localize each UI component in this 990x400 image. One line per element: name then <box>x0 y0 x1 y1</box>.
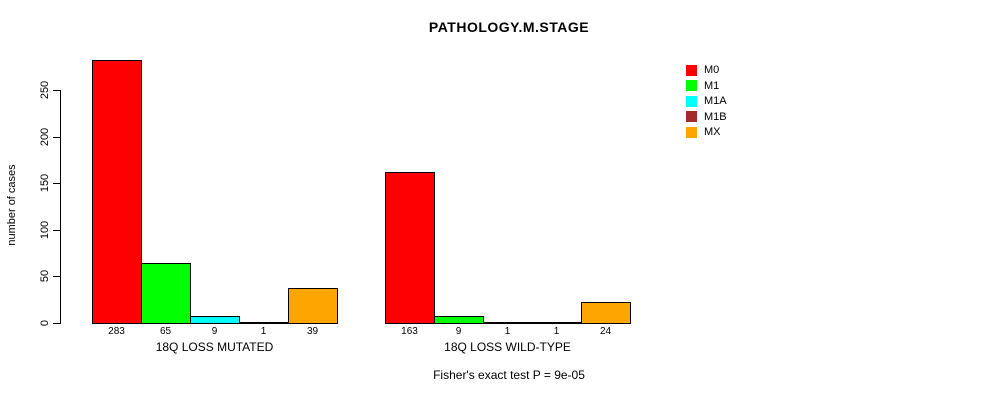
group-label: 18Q LOSS WILD-TYPE <box>444 340 571 354</box>
bar-value-label: 283 <box>108 326 125 337</box>
bar-value-label: 65 <box>159 326 172 337</box>
y-tick <box>53 90 60 91</box>
legend-swatch <box>686 80 697 91</box>
legend-label: M1 <box>704 79 720 92</box>
group-label: 18Q LOSS MUTATED <box>155 340 274 354</box>
bar-value-label: 1 <box>260 326 267 337</box>
legend-label: M1B <box>704 110 727 123</box>
y-tick <box>53 276 60 278</box>
bar-value-label: 163 <box>401 326 418 337</box>
legend-swatch <box>686 111 697 122</box>
bar-mx <box>581 301 631 324</box>
legend-swatch <box>686 64 697 76</box>
bar-value-label: 24 <box>599 326 612 337</box>
bar-m0 <box>92 60 142 324</box>
y-tick <box>53 183 60 185</box>
legend-label: M0 <box>704 64 720 76</box>
bar-m1b <box>532 322 582 324</box>
fisher-test-annotation: Fisher's exact test P = 9e-05 <box>433 368 585 382</box>
legend-item-m1: M1 <box>686 80 719 92</box>
y-tick-label: 50 <box>39 270 51 283</box>
bar-m0 <box>385 172 435 324</box>
legend-swatch <box>686 95 697 107</box>
bar-m1a <box>190 315 240 324</box>
bar-m1a <box>483 322 533 324</box>
bar-m1 <box>434 315 484 324</box>
y-tick <box>53 136 60 138</box>
bar-m1 <box>141 263 191 324</box>
bar-value-label: 1 <box>553 326 560 337</box>
legend-item-m1a: M1A <box>686 95 727 107</box>
legend-swatch <box>686 126 697 138</box>
legend-label: MX <box>704 126 721 138</box>
y-axis-label: number of cases <box>6 164 18 246</box>
legend-item-m0: M0 <box>686 64 719 76</box>
y-tick <box>53 229 60 231</box>
bar-m1b <box>239 322 289 324</box>
y-axis-line <box>60 90 61 324</box>
y-tick-label: 0 <box>39 319 51 327</box>
bar-value-label: 39 <box>306 326 319 337</box>
legend-item-mx: MX <box>686 126 721 138</box>
bar-value-label: 9 <box>211 326 218 337</box>
y-tick <box>53 323 60 324</box>
bar-value-label: 9 <box>455 326 462 337</box>
legend-label: M1A <box>704 95 727 107</box>
chart-title: PATHOLOGY.M.STAGE <box>428 19 590 35</box>
bar-value-label: 1 <box>504 326 511 337</box>
y-tick-label: 250 <box>39 80 51 100</box>
y-tick-label: 150 <box>39 174 51 193</box>
legend-item-m1b: M1B <box>686 111 727 123</box>
bar-mx <box>288 287 338 324</box>
y-tick-label: 200 <box>39 127 51 146</box>
y-tick-label: 100 <box>39 220 51 239</box>
